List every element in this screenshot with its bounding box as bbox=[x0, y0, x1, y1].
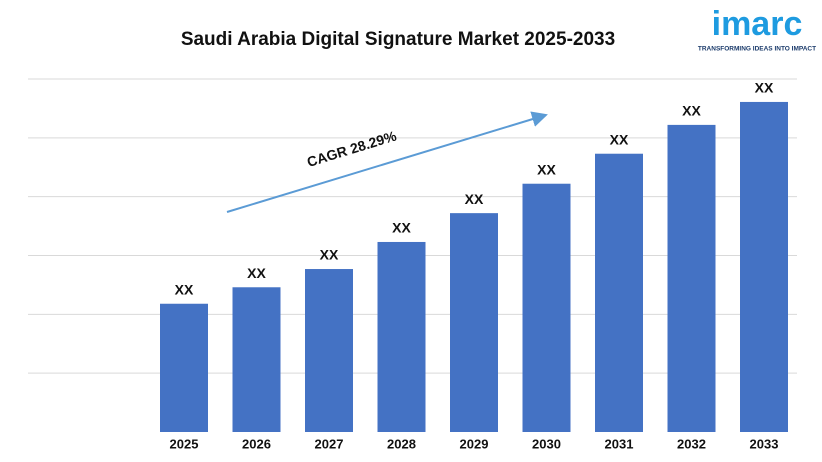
bar bbox=[740, 101, 788, 432]
bar bbox=[595, 153, 643, 433]
data-label: XX bbox=[537, 161, 556, 177]
bar bbox=[450, 213, 498, 432]
trend-arrow bbox=[226, 111, 548, 213]
x-tick-label: 2027 bbox=[315, 436, 344, 451]
logo-tagline: TRANSFORMING IDEAS INTO IMPACT bbox=[698, 46, 816, 53]
bar bbox=[232, 287, 281, 432]
bar bbox=[377, 241, 426, 432]
x-tick-label: 2033 bbox=[750, 436, 779, 451]
bar bbox=[305, 269, 353, 432]
plot-area: XX 2025 XX 2026 XX 2027 XX 2028 XX 2029 XX 2030 XX 20… bbox=[28, 78, 797, 451]
x-tick-label: 2026 bbox=[242, 436, 271, 451]
data-label: XX bbox=[682, 103, 701, 119]
chart-title: Saudi Arabia Digital Signature Market 20… bbox=[181, 29, 615, 50]
x-tick-label: 2031 bbox=[605, 436, 634, 451]
x-tick-label: 2029 bbox=[460, 436, 489, 451]
data-label: XX bbox=[465, 191, 484, 207]
logo-name: imarc bbox=[712, 5, 803, 43]
bar bbox=[667, 124, 716, 432]
data-label: XX bbox=[175, 281, 194, 297]
data-label: XX bbox=[755, 80, 774, 96]
data-label: XX bbox=[610, 131, 629, 147]
x-tick-label: 2028 bbox=[387, 436, 416, 451]
x-tick-label: 2025 bbox=[170, 436, 199, 451]
data-label: XX bbox=[247, 265, 266, 281]
bar bbox=[522, 183, 571, 432]
bar bbox=[160, 303, 208, 432]
x-tick-label: 2030 bbox=[532, 436, 561, 451]
data-label: XX bbox=[392, 220, 411, 236]
data-label: XX bbox=[320, 247, 339, 263]
x-tick-label: 2032 bbox=[677, 436, 706, 451]
